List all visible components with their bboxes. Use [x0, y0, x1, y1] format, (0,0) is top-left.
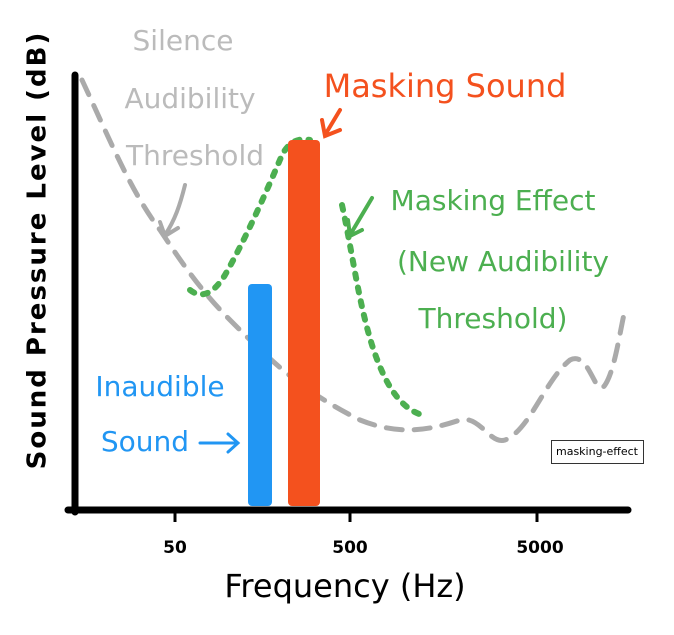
masking-sound-label: Masking Sound	[324, 67, 567, 105]
masking-sound-arrow	[320, 108, 342, 139]
y-axis-label: Sound Pressure Level (dB)	[23, 31, 53, 470]
inaudible-sound-label: Inaudible Sound	[95, 370, 224, 458]
label-line: Sound	[101, 425, 189, 458]
label-line: Inaudible	[95, 370, 224, 403]
masking-sound-bar	[288, 140, 320, 506]
inaudible-sound-bar	[248, 284, 272, 506]
masking-effect-arrow	[346, 196, 374, 240]
x-ticks	[173, 510, 539, 522]
label-line: Threshold)	[418, 302, 568, 335]
x-tick-label: 500	[332, 538, 368, 558]
x-tick-labels: 50 500 5000	[163, 538, 564, 558]
label-line: Audibility	[124, 82, 255, 115]
inaudible-arrow	[198, 432, 241, 454]
x-axis-label: Frequency (Hz)	[224, 567, 465, 605]
silence-arrow	[158, 183, 187, 239]
caption-box	[551, 440, 644, 464]
masking-effect-label: Masking Effect (New Audibility Threshold…	[391, 184, 609, 335]
label-line: Threshold	[125, 139, 264, 172]
label-line: Silence	[133, 24, 234, 57]
x-tick-label: 5000	[516, 538, 563, 558]
caption: masking-effect	[556, 445, 639, 458]
label-line: Masking Effect	[391, 184, 596, 217]
label-line: (New Audibility	[397, 245, 609, 278]
silence-threshold-label: Silence Audibility Threshold	[124, 24, 264, 172]
x-tick-label: 50	[163, 538, 187, 558]
